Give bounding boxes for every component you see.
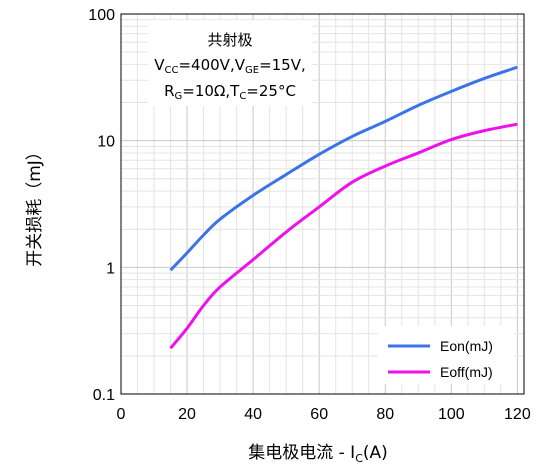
- x-axis-title: 集电极电流 - IC(A): [248, 443, 388, 465]
- series-line-eoff: [169, 122, 518, 350]
- annotation-line-1: 共射极: [207, 31, 252, 49]
- x-tick-label: 120: [504, 406, 531, 423]
- y-tick-label: 100: [88, 7, 115, 24]
- x-tick-label: 20: [178, 406, 196, 423]
- y-tick-label: 0.1: [93, 387, 115, 404]
- annotation-line-2: VCC=400V,VGE=15V,: [154, 56, 306, 76]
- x-tick-label: 60: [310, 406, 328, 423]
- y-axis-title: 开关损耗（mJ）: [25, 143, 45, 267]
- series-layer: [169, 65, 518, 350]
- tick-labels: 0 20 40 60 80 100 120 0.1 1 10 100: [88, 7, 531, 423]
- condition-annotation: 共射极 VCC=400V,VGE=15V, RG=10Ω,TC=25°C: [148, 20, 312, 106]
- x-tick-label: 80: [376, 406, 394, 423]
- legend-label-eoff: Eoff(mJ): [440, 364, 493, 380]
- annotation-line-3: RG=10Ω,TC=25°C: [164, 82, 296, 102]
- legend: Eon(mJ) Eoff(mJ): [378, 326, 514, 384]
- x-tick-label: 40: [244, 406, 262, 423]
- x-tick-label: 100: [438, 406, 465, 423]
- x-tick-label: 0: [117, 406, 126, 423]
- y-tick-label: 10: [97, 134, 115, 151]
- series-line-eon: [169, 65, 518, 272]
- y-tick-label: 1: [106, 260, 115, 277]
- legend-label-eon: Eon(mJ): [440, 338, 493, 354]
- plot-frame: [120, 13, 525, 395]
